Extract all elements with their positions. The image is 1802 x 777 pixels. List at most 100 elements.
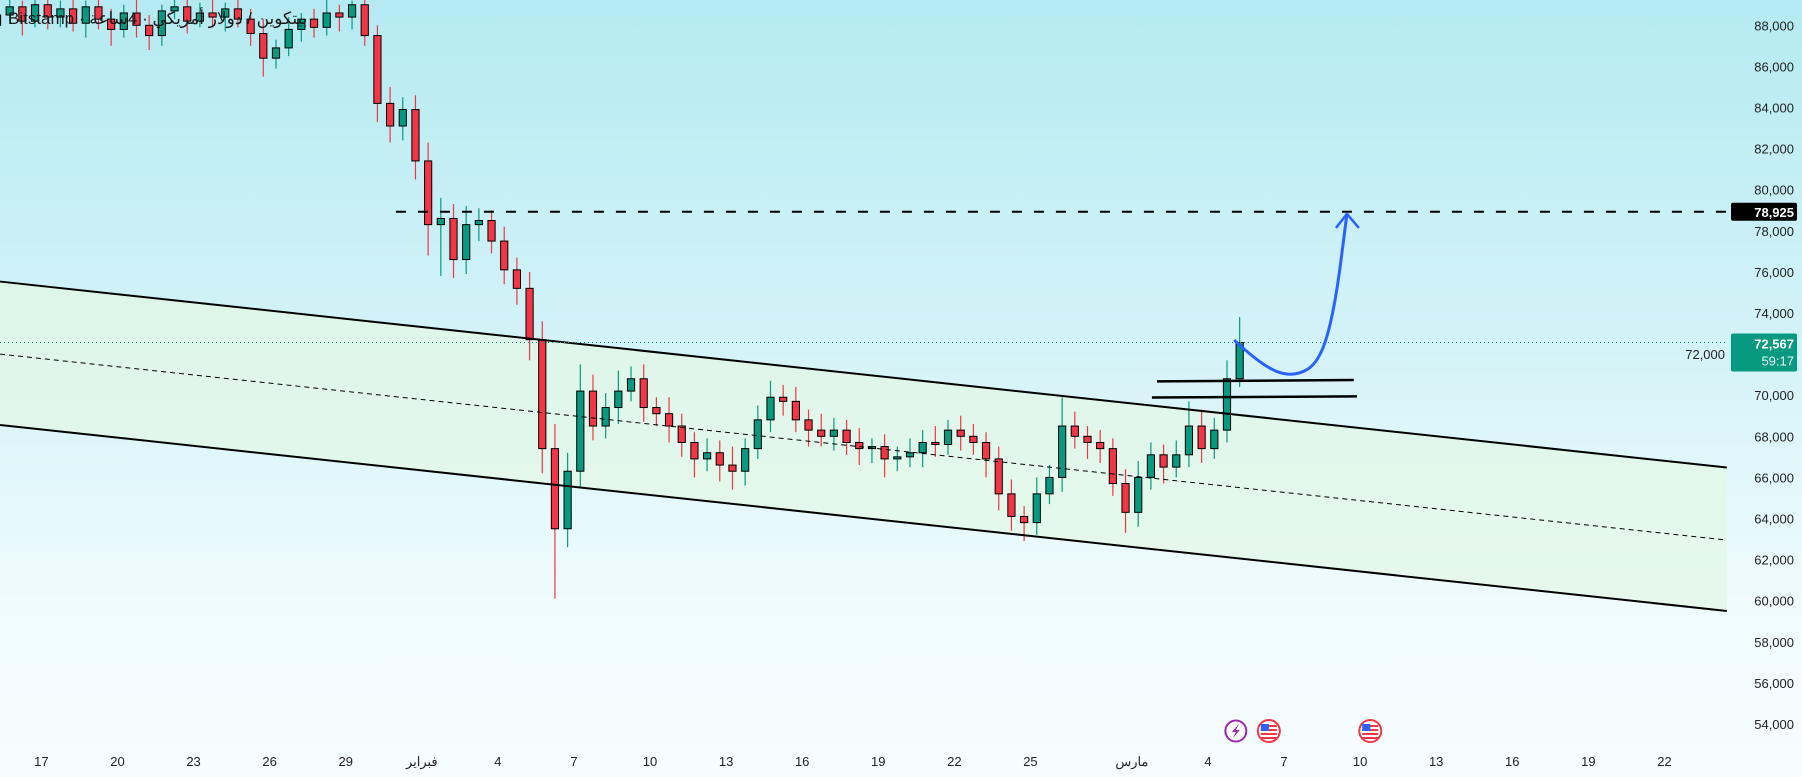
time-tick-label: 25 [1023, 754, 1037, 769]
flag-canton [1362, 724, 1371, 731]
channel-lower-line[interactable] [0, 424, 1727, 612]
candle-up [30, 4, 40, 22]
candle-down [550, 448, 560, 530]
candle-down [779, 396, 788, 402]
level-price-badge [1731, 202, 1797, 221]
candle-down [208, 12, 217, 18]
flag-stripe [1260, 733, 1277, 735]
channel-upper-line[interactable] [0, 280, 1727, 469]
candle-up [626, 378, 636, 392]
candle-up [1172, 454, 1181, 468]
candle-down [1083, 435, 1092, 443]
candle-down [145, 24, 154, 37]
time-tick-label: 22 [1657, 754, 1671, 769]
channel-mid-line[interactable] [0, 353, 1727, 541]
candle-down [525, 287, 534, 341]
candle-up [322, 12, 331, 28]
candle-up [1146, 454, 1156, 478]
price-tick-label: 74,000 [1754, 306, 1794, 321]
candle-down [233, 8, 243, 20]
candle-up [0, 14, 2, 26]
price-tick-label: 76,000 [1754, 265, 1794, 280]
price-axis[interactable]: 54,000 56,000 58,000 60,000 62,000 64,000 66,0… [1685, 18, 1797, 732]
flag-stripe [1362, 737, 1379, 739]
candle-up [905, 452, 915, 458]
candle-up [753, 419, 762, 450]
time-tick-label: 13 [719, 754, 733, 769]
candle-down [639, 378, 648, 409]
channel-fill [0, 281, 1727, 611]
time-tick-label: فبراير [405, 754, 438, 770]
candle-down [449, 217, 458, 261]
price-tick-label: 54,000 [1754, 717, 1794, 732]
price-tick-label: 82,000 [1754, 142, 1794, 157]
price-tick-label: 66,000 [1754, 470, 1794, 485]
channel-layer [0, 281, 1727, 611]
time-tick-label: 19 [1581, 754, 1595, 769]
bar-countdown-label: 59:17 [1761, 353, 1794, 368]
candle-down [880, 446, 889, 460]
us-flag-event-icon[interactable] [1256, 719, 1281, 743]
arrowhead-icon [1334, 211, 1360, 229]
candle-down [373, 35, 382, 104]
candle-down [183, 6, 192, 22]
candle-up [1045, 476, 1054, 495]
price-tick-label: 84,000 [1754, 101, 1794, 116]
us-flag-event-icon[interactable] [1358, 719, 1383, 743]
flag-canton [1260, 724, 1269, 731]
time-tick-label: 26 [262, 754, 276, 769]
candle-up [436, 217, 445, 226]
projection-arrow-curve[interactable] [1233, 212, 1349, 376]
candle-down [107, 18, 116, 30]
time-axis[interactable]: 17 20 23 26 29 فبراير 4 7 10 13 16 19 22 25 مارس 4 7 10 13… [34, 754, 1672, 770]
candle-down [931, 441, 940, 446]
candle-down [94, 6, 103, 20]
time-tick-label: 4 [494, 754, 501, 769]
time-tick-label: 16 [1505, 754, 1519, 769]
time-tick-label: 20 [110, 754, 124, 769]
candle-up [1210, 429, 1219, 450]
candle-down [1020, 515, 1029, 524]
drawings-layer[interactable] [0, 210, 1727, 612]
candle-down [500, 240, 509, 271]
time-tick-label: 17 [34, 754, 48, 769]
time-tick-label: 23 [186, 754, 200, 769]
flag-stripe [1362, 733, 1379, 735]
price-tick-label: 56,000 [1754, 676, 1794, 691]
candle-up [1184, 425, 1194, 456]
candle-up [1222, 378, 1232, 431]
candle-down [1197, 425, 1206, 450]
candle-down [842, 429, 851, 443]
price-tick-label: 78,000 [1754, 224, 1794, 239]
zone-top-line[interactable] [1156, 378, 1354, 383]
candle-down [132, 12, 141, 26]
candle-down [487, 220, 496, 242]
candle-up [601, 407, 610, 427]
candle-up [893, 456, 902, 460]
candle-up [829, 429, 838, 437]
candle-up [347, 4, 357, 18]
candle-down [804, 419, 813, 431]
time-tick-label: 4 [1204, 754, 1211, 769]
candle-down [969, 435, 978, 443]
candle-down [817, 429, 826, 437]
time-tick-label: 29 [338, 754, 352, 769]
candle-down [1070, 425, 1079, 437]
zone-bottom-line[interactable] [1151, 395, 1358, 399]
time-tick-label: 13 [1429, 754, 1443, 769]
candle-down [411, 109, 420, 162]
candle-up [1134, 476, 1143, 513]
events-layer[interactable] [1224, 719, 1383, 743]
candle-up [943, 429, 953, 446]
candle-up [297, 18, 306, 30]
candle-up [614, 390, 623, 409]
lightning-event-icon[interactable] [1224, 719, 1248, 743]
candle-down [652, 407, 661, 415]
time-tick-label: 7 [570, 754, 577, 769]
candle-down [690, 441, 699, 460]
candle-down [259, 33, 268, 59]
candle-down [1159, 454, 1168, 468]
candle-down [715, 452, 724, 466]
symbol-title: Bitstamp · بيتكوين / دولار أمريكي · 4ساع… [8, 9, 308, 28]
